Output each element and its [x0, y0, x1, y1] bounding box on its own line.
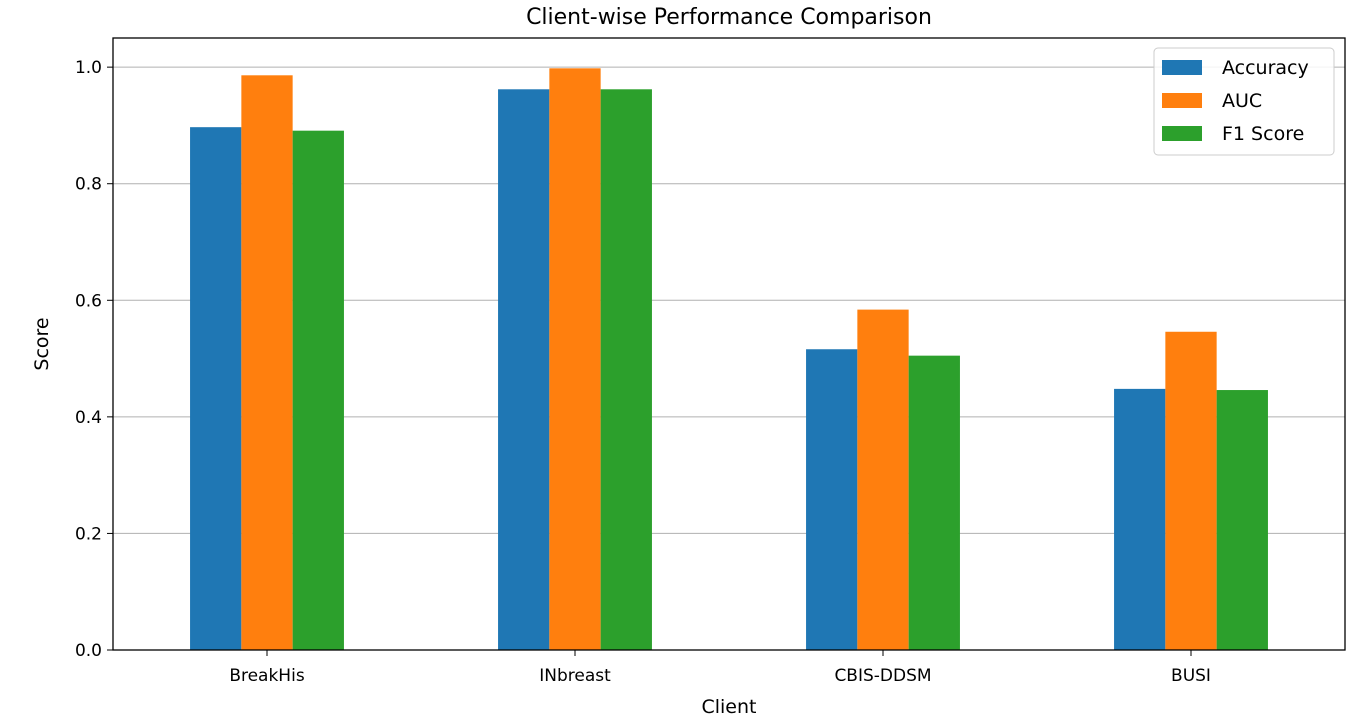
- legend-label: AUC: [1222, 90, 1262, 112]
- bar-accuracy-cbis-ddsm: [806, 349, 858, 650]
- bar-f1-score-busi: [1216, 390, 1268, 650]
- y-axis-ticks: 0.0 0.2 0.4 0.6 0.8 1.0: [75, 58, 113, 661]
- bar-accuracy-breakhis: [190, 127, 242, 651]
- bar-auc-inbreast: [549, 68, 601, 650]
- y-tick-label: 0.8: [75, 175, 102, 195]
- legend-label: Accuracy: [1222, 57, 1309, 79]
- bar-accuracy-busi: [1114, 388, 1166, 650]
- bar-auc-breakhis: [241, 75, 293, 650]
- y-tick-label: 0.6: [75, 291, 102, 311]
- bar-f1-score-cbis-ddsm: [908, 355, 960, 650]
- legend-swatch: [1162, 60, 1202, 75]
- x-tick-label: CBIS-DDSM: [834, 666, 931, 686]
- legend: Accuracy AUC F1 Score: [1153, 47, 1335, 156]
- x-tick-label: BreakHis: [229, 666, 305, 686]
- y-tick-label: 0.2: [75, 524, 102, 544]
- plot-frame: [112, 37, 1346, 651]
- bar-f1-score-inbreast: [600, 89, 652, 650]
- legend-label: F1 Score: [1222, 123, 1304, 145]
- y-tick-label: 0.0: [75, 641, 102, 661]
- x-axis-ticks: BreakHis INbreast CBIS-DDSM BUSI: [229, 650, 1211, 686]
- bar-auc-busi: [1165, 331, 1217, 650]
- chart-title: Client-wise Performance Comparison: [526, 5, 932, 30]
- bar-auc-cbis-ddsm: [857, 309, 909, 650]
- x-tick-label: BUSI: [1171, 666, 1211, 686]
- x-tick-label: INbreast: [539, 666, 611, 686]
- y-tick-label: 1.0: [75, 58, 102, 78]
- bar-accuracy-inbreast: [498, 89, 550, 650]
- bars: [190, 68, 1268, 651]
- legend-swatch: [1162, 126, 1202, 141]
- y-tick-label: 0.4: [75, 408, 102, 428]
- x-axis-label: Client: [701, 696, 756, 718]
- y-axis-label: Score: [31, 317, 53, 370]
- bar-f1-score-breakhis: [292, 130, 344, 650]
- legend-swatch: [1162, 93, 1202, 108]
